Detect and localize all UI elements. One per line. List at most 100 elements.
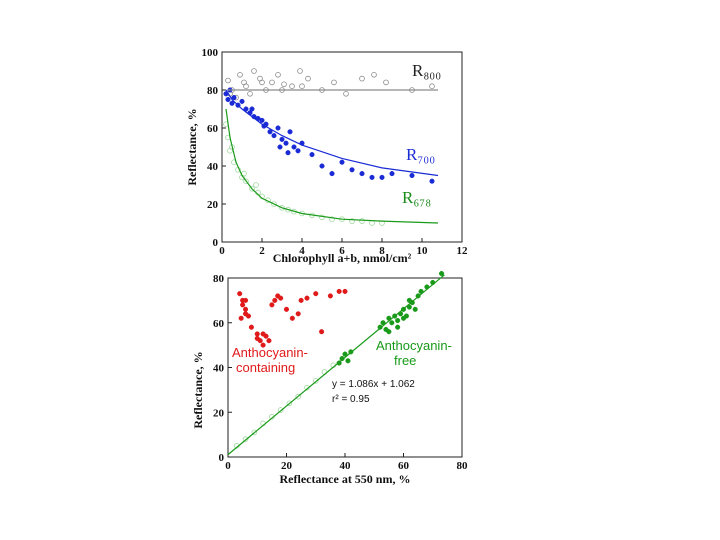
data-point — [266, 338, 272, 344]
data-point — [279, 205, 285, 211]
annotation: R₈₀₀ — [412, 61, 441, 80]
data-point — [259, 117, 265, 123]
data-point — [277, 144, 283, 150]
data-point — [319, 214, 325, 221]
annotation: free — [394, 353, 416, 368]
annotation: R₇₀₀ — [406, 145, 435, 164]
x-tick-label: 12 — [457, 245, 469, 257]
data-point — [380, 320, 386, 326]
data-point — [283, 140, 289, 146]
data-point — [305, 75, 311, 82]
data-point — [309, 152, 315, 158]
data-point — [369, 174, 375, 180]
annotation: Anthocyanin- — [376, 338, 452, 353]
data-point — [279, 136, 285, 142]
data-point — [331, 79, 337, 86]
x-tick-label: 2 — [259, 245, 265, 257]
data-point — [409, 172, 415, 179]
data-point — [313, 291, 319, 297]
data-point — [386, 329, 392, 335]
data-point — [248, 324, 254, 330]
data-point — [240, 302, 246, 308]
annotation: containing — [236, 360, 295, 375]
x-tick-label: 4 — [299, 245, 305, 257]
data-point — [359, 218, 365, 224]
data-point — [395, 324, 401, 330]
data-point — [237, 72, 243, 78]
data-point — [243, 83, 249, 89]
data-point — [329, 216, 335, 223]
y-tick-label: 60 — [213, 318, 225, 330]
y-tick-label: 40 — [207, 161, 219, 173]
data-point — [249, 106, 255, 112]
y-tick-label: 40 — [213, 363, 225, 375]
data-point — [289, 315, 295, 321]
data-point — [295, 393, 302, 400]
data-point — [239, 98, 245, 104]
data-point — [406, 304, 412, 310]
x-tick-label: 0 — [225, 460, 231, 472]
data-point — [383, 79, 389, 86]
data-point — [229, 100, 235, 106]
fit-line — [225, 108, 439, 224]
data-point — [237, 291, 243, 297]
x-tick-label: 8 — [379, 245, 385, 257]
data-point — [377, 324, 383, 330]
data-point — [286, 400, 293, 407]
data-point — [319, 163, 325, 169]
y-tick-label: 100 — [202, 47, 219, 59]
data-point — [275, 125, 281, 131]
x-tick-label: 40 — [340, 460, 352, 472]
x-tick-label: 60 — [398, 460, 410, 472]
y-tick-label: 0 — [213, 237, 219, 249]
data-point — [253, 182, 259, 188]
data-point — [349, 218, 355, 224]
data-point — [238, 315, 244, 321]
data-point — [275, 72, 281, 78]
x-axis-title: Chlorophyll a+b, nmol/cm² — [273, 251, 412, 265]
data-point — [429, 83, 435, 89]
data-point — [243, 178, 249, 185]
data-point — [269, 302, 275, 308]
annotation: y = 1.086x + 1.062 — [332, 379, 415, 390]
data-point — [225, 96, 231, 103]
data-point — [359, 171, 365, 177]
y-axis-title: Reflectance, % — [191, 351, 205, 428]
data-point — [295, 148, 301, 154]
data-point — [369, 220, 375, 226]
data-point — [287, 129, 293, 135]
data-point — [269, 79, 275, 86]
data-point — [371, 72, 377, 78]
data-point — [359, 75, 365, 82]
data-point — [267, 129, 273, 135]
data-point — [243, 297, 249, 303]
data-point — [271, 201, 277, 207]
data-point — [251, 68, 257, 74]
annotation: R₆₇₈ — [402, 188, 431, 207]
data-point — [259, 79, 265, 86]
data-point — [412, 306, 418, 312]
x-tick-label: 6 — [339, 245, 345, 257]
data-point — [345, 358, 351, 364]
data-point — [249, 186, 255, 192]
y-tick-label: 0 — [219, 452, 225, 464]
x-tick-label: 80 — [457, 460, 469, 472]
data-point — [349, 167, 355, 173]
data-point — [278, 295, 284, 301]
data-point — [299, 83, 305, 89]
y-axis-title: Reflectance, % — [185, 108, 199, 185]
y-tick-label: 80 — [207, 85, 219, 97]
data-point — [254, 331, 260, 337]
data-point — [406, 297, 412, 303]
data-point — [327, 293, 333, 299]
data-point — [342, 288, 348, 294]
data-point — [291, 144, 297, 150]
data-point — [283, 306, 290, 312]
x-tick-label: 10 — [417, 245, 429, 257]
y-tick-label: 60 — [207, 123, 219, 135]
data-point — [298, 297, 304, 303]
data-point — [342, 351, 348, 357]
data-point — [319, 329, 325, 335]
data-point — [272, 297, 278, 303]
